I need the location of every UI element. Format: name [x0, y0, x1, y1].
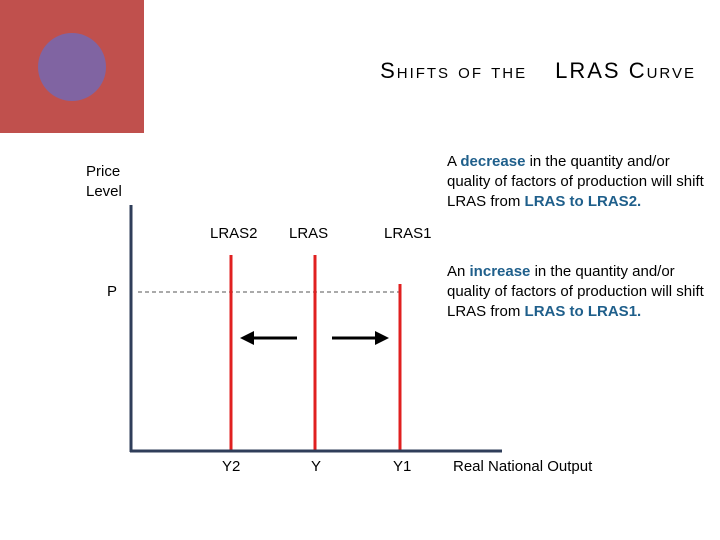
title-part-2: LRAS Curve [555, 58, 696, 83]
lras1-label: LRAS1 [384, 225, 432, 242]
title-part-1: Shifts of the [380, 58, 528, 83]
left-shift-arrow-icon [240, 331, 297, 345]
x-axis-label: Real National Output [453, 458, 593, 475]
y2-output-label: Y2 [222, 458, 241, 475]
increase-note: An increase in the quantity and/or quali… [447, 262, 712, 322]
increase-keyword: increase [469, 263, 531, 280]
y-output-label: Y [311, 458, 322, 475]
y-axis-label-line-2: Level [86, 183, 122, 200]
increase-note-body: in the quantity and/or quality of factor… [447, 263, 704, 320]
y1-output-label: Y1 [393, 458, 412, 475]
decorative-red-block [0, 0, 144, 133]
slide-title: Shifts of the LRAS Curve [380, 58, 696, 84]
decorative-purple-circle [38, 33, 106, 101]
decrease-note-pre: A [447, 153, 461, 170]
right-shift-arrow-icon [332, 331, 389, 345]
y-axis-label-line-1: Price [86, 163, 121, 180]
lras2-label: LRAS2 [210, 225, 258, 242]
decrease-keyword: decrease [460, 153, 526, 170]
decrease-note: A decrease in the quantity and/or qualit… [447, 152, 712, 212]
decrease-note-body: in the quantity and/or quality of factor… [447, 153, 704, 210]
y-axis-label: Price Level [86, 162, 122, 202]
increase-shift-text: LRAS to LRAS1. [524, 303, 642, 320]
decrease-shift-text: LRAS to LRAS2. [524, 193, 642, 210]
lras-label: LRAS [289, 225, 329, 242]
increase-note-pre: An [447, 263, 470, 280]
price-level-label: P [107, 283, 118, 300]
